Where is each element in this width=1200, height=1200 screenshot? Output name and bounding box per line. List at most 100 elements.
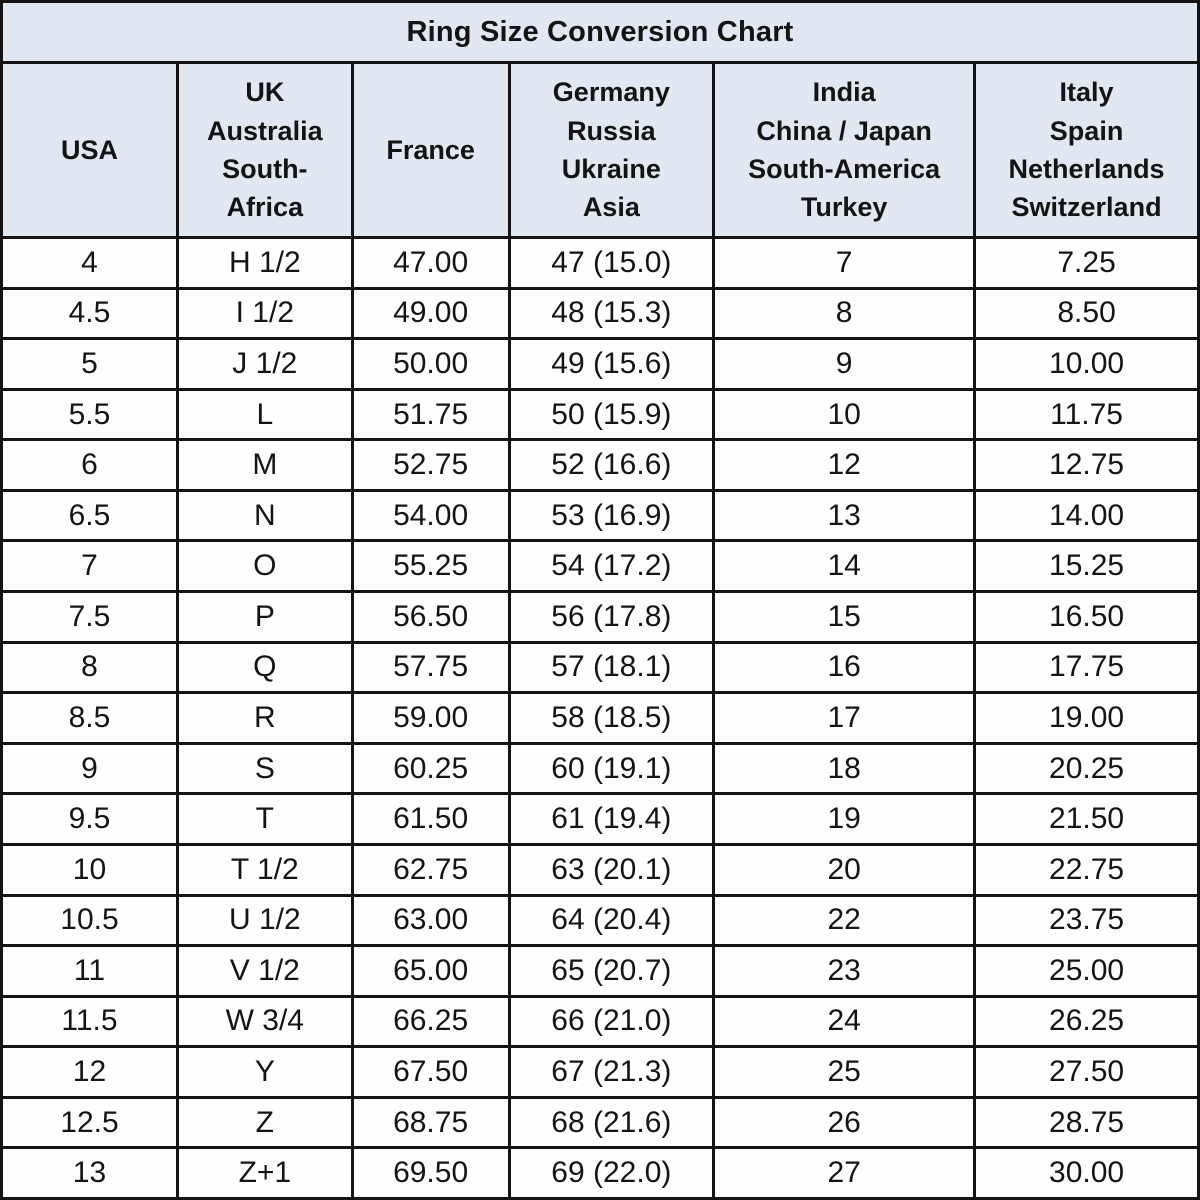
table-row: 7 O 55.25 54 (17.2) 14 15.25 — [0, 539, 1200, 594]
table-cell: I 1/2 — [175, 286, 354, 341]
table-cell: 9.5 — [0, 792, 179, 846]
table-cell: 8.5 — [0, 691, 179, 745]
table-cell: 55.25 — [350, 539, 511, 594]
table-cell: 65 (20.7) — [507, 944, 716, 998]
table-cell: 7 — [0, 539, 179, 594]
table-cell: 22 — [712, 893, 977, 948]
table-cell: 6.5 — [0, 488, 179, 543]
table-cell: 16.50 — [973, 590, 1200, 644]
table-row: 6 M 52.75 52 (16.6) 12 12.75 — [0, 438, 1200, 492]
table-cell: 10 — [712, 387, 977, 442]
table-row: 8 Q 57.75 57 (18.1) 16 17.75 — [0, 640, 1200, 695]
table-row: 10.5 U 1/2 63.00 64 (20.4) 22 23.75 — [0, 893, 1200, 948]
table-cell: 66.25 — [350, 994, 511, 1049]
table-cell: 28.75 — [973, 1095, 1200, 1150]
table-cell: 9 — [0, 741, 179, 796]
table-cell: 54 (17.2) — [507, 539, 716, 594]
table-cell: 12.75 — [973, 438, 1200, 492]
table-cell: 19 — [712, 792, 977, 846]
table-cell: 5 — [0, 337, 179, 391]
table-header: Ring Size Conversion Chart USA UK Austra… — [0, 0, 1200, 239]
table-cell: 12 — [712, 438, 977, 492]
table-cell: R — [175, 691, 354, 745]
table-cell: J 1/2 — [175, 337, 354, 391]
table-cell: 6 — [0, 438, 179, 492]
table-row: 11.5 W 3/4 66.25 66 (21.0) 24 26.25 — [0, 994, 1200, 1049]
table-cell: 7 — [712, 236, 977, 290]
table-cell: N — [175, 488, 354, 543]
table-cell: 21.50 — [973, 792, 1200, 846]
column-header-germany-russia-ukraine-asia: Germany Russia Ukraine Asia — [507, 61, 716, 239]
table-cell: 52.75 — [350, 438, 511, 492]
table-cell: 14 — [712, 539, 977, 594]
table-cell: 18 — [712, 741, 977, 796]
table-cell: 13 — [712, 488, 977, 543]
table-cell: 53 (16.9) — [507, 488, 716, 543]
table-cell: 67 (21.3) — [507, 1045, 716, 1099]
table-cell: 47.00 — [350, 236, 511, 290]
table-cell: 60.25 — [350, 741, 511, 796]
column-header-uk-australia-south-africa: UK Australia South- Africa — [175, 61, 354, 239]
table-cell: 58 (18.5) — [507, 691, 716, 745]
column-header-usa: USA — [0, 61, 179, 239]
table-cell: Z — [175, 1095, 354, 1150]
table-row: 7.5 P 56.50 56 (17.8) 15 16.50 — [0, 590, 1200, 644]
table-cell: 12.5 — [0, 1095, 179, 1150]
table-row: 8.5 R 59.00 58 (18.5) 17 19.00 — [0, 691, 1200, 745]
table-cell: Q — [175, 640, 354, 695]
table-cell: H 1/2 — [175, 236, 354, 290]
table-cell: 27 — [712, 1146, 977, 1200]
table-cell: 10.00 — [973, 337, 1200, 391]
table-cell: 10 — [0, 842, 179, 897]
table-cell: 67.50 — [350, 1045, 511, 1099]
table-cell: 4.5 — [0, 286, 179, 341]
table-cell: 68 (21.6) — [507, 1095, 716, 1150]
table-cell: 13 — [0, 1146, 179, 1200]
table-cell: 54.00 — [350, 488, 511, 543]
table-cell: 47 (15.0) — [507, 236, 716, 290]
table-cell: 68.75 — [350, 1095, 511, 1150]
table-cell: 8 — [0, 640, 179, 695]
table-cell: M — [175, 438, 354, 492]
table-cell: 56 (17.8) — [507, 590, 716, 644]
table-cell: 48 (15.3) — [507, 286, 716, 341]
table-cell: 17.75 — [973, 640, 1200, 695]
table-cell: 50.00 — [350, 337, 511, 391]
table-cell: L — [175, 387, 354, 442]
table-cell: 24 — [712, 994, 977, 1049]
table-cell: 64 (20.4) — [507, 893, 716, 948]
table-cell: 62.75 — [350, 842, 511, 897]
table-cell: 26 — [712, 1095, 977, 1150]
table-cell: 49 (15.6) — [507, 337, 716, 391]
table-cell: P — [175, 590, 354, 644]
column-header-india-china-japan-south-america-turkey: India China / Japan South-America Turkey — [712, 61, 977, 239]
table-cell: 57 (18.1) — [507, 640, 716, 695]
table-cell: 11.5 — [0, 994, 179, 1049]
table-cell: 5.5 — [0, 387, 179, 442]
table-row: 9 S 60.25 60 (19.1) 18 20.25 — [0, 741, 1200, 796]
table-cell: 11.75 — [973, 387, 1200, 442]
table-row: 11 V 1/2 65.00 65 (20.7) 23 25.00 — [0, 944, 1200, 998]
table-row: 12.5 Z 68.75 68 (21.6) 26 28.75 — [0, 1095, 1200, 1150]
column-header-row: USA UK Australia South- Africa France Ge… — [0, 61, 1200, 239]
table-row: 6.5 N 54.00 53 (16.9) 13 14.00 — [0, 488, 1200, 543]
table-cell: 69 (22.0) — [507, 1146, 716, 1200]
table-cell: 8.50 — [973, 286, 1200, 341]
table-cell: 57.75 — [350, 640, 511, 695]
table-cell: 12 — [0, 1045, 179, 1099]
table-cell: S — [175, 741, 354, 796]
table-cell: 25.00 — [973, 944, 1200, 998]
table-cell: 30.00 — [973, 1146, 1200, 1200]
table-cell: 66 (21.0) — [507, 994, 716, 1049]
table-cell: 52 (16.6) — [507, 438, 716, 492]
table-cell: 61.50 — [350, 792, 511, 846]
table-cell: 50 (15.9) — [507, 387, 716, 442]
table-cell: 20.25 — [973, 741, 1200, 796]
title-row: Ring Size Conversion Chart — [0, 0, 1200, 64]
table-cell: W 3/4 — [175, 994, 354, 1049]
table-cell: 60 (19.1) — [507, 741, 716, 796]
table-cell: 15.25 — [973, 539, 1200, 594]
